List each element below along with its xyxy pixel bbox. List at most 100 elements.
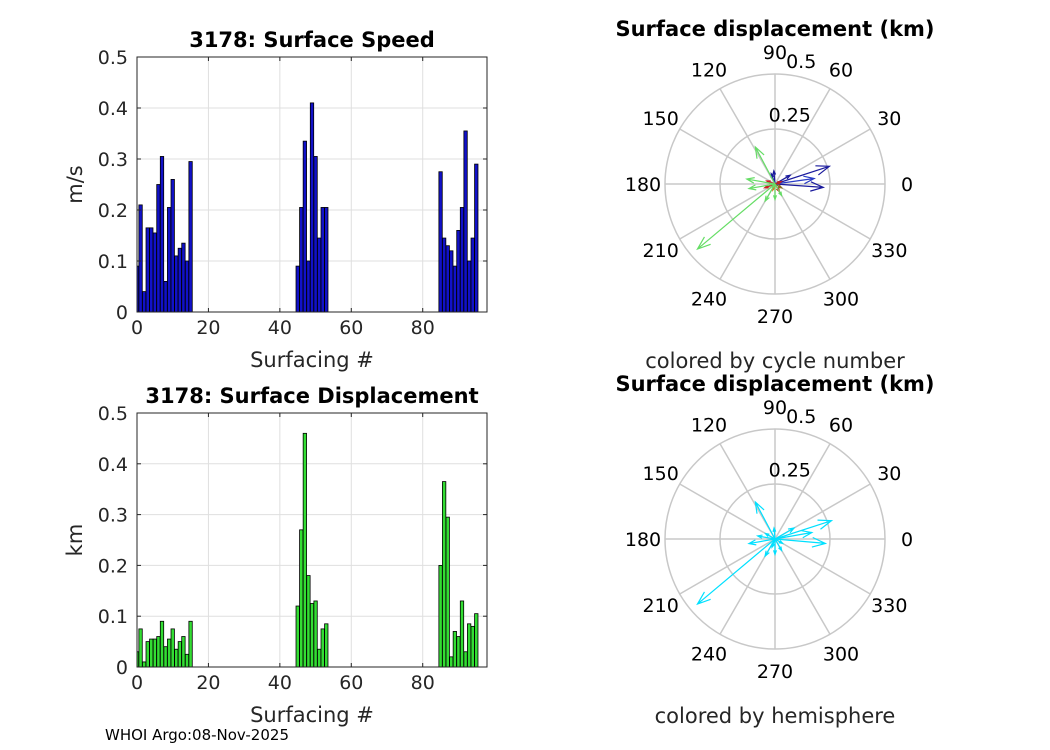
displacement-vector	[774, 519, 834, 540]
bar	[299, 207, 304, 313]
y-tick-label: 0	[116, 302, 128, 324]
displacement-vector	[774, 538, 783, 552]
bar	[456, 229, 461, 313]
bar	[156, 636, 161, 668]
footer-label: WHOI Argo:08-Nov-2025	[105, 726, 289, 744]
displacement-vector	[774, 536, 828, 548]
displacement-vector	[774, 181, 826, 192]
theta-tick-label: 150	[643, 108, 679, 130]
theta-tick-label: 120	[691, 60, 727, 82]
bar	[167, 638, 172, 668]
bar	[181, 242, 186, 313]
y-tick-label: 0.4	[98, 98, 128, 120]
bar	[445, 245, 450, 313]
y-axis-label: km	[63, 524, 87, 557]
theta-tick-label: 270	[757, 306, 793, 328]
displacement-vector	[774, 530, 814, 540]
bar	[152, 638, 157, 668]
bar	[138, 204, 143, 313]
bar	[467, 623, 472, 668]
displacement-bar-chart: 0 20 40 60 80 0 0.1 0.2 0.3 0.4 0.5 3178: Surface D…	[63, 384, 488, 727]
r-tick-label: 0.5	[786, 406, 816, 428]
polar-spoke	[774, 88, 831, 185]
bar	[174, 255, 179, 313]
displacement-vector	[754, 500, 776, 540]
y-tick-label: 0.5	[98, 47, 128, 69]
polar-spoke	[774, 183, 831, 280]
theta-tick-label: 300	[823, 288, 859, 310]
chart-title: Surface displacement (km)	[615, 17, 934, 41]
bar	[324, 207, 329, 313]
bar	[149, 638, 154, 668]
bar	[188, 620, 193, 668]
theta-tick-label: 210	[643, 595, 679, 617]
bar	[163, 646, 168, 668]
theta-tick-label: 0	[901, 174, 913, 196]
displacement-vector	[772, 539, 778, 557]
displacement-vector	[774, 527, 796, 540]
bar	[295, 605, 300, 668]
theta-tick-label: 240	[691, 643, 727, 665]
y-tick-label: 0.2	[98, 555, 128, 577]
x-axis-label: Surfacing #	[250, 703, 374, 727]
displacement-vector	[774, 538, 785, 545]
bar	[317, 237, 322, 313]
bar	[156, 184, 161, 313]
theta-tick-label: 330	[871, 240, 907, 262]
theta-tick-label: 270	[757, 661, 793, 683]
bar	[438, 565, 443, 668]
bar	[474, 613, 479, 668]
bar	[184, 260, 190, 313]
polar-spoke	[679, 183, 776, 240]
x-tick-label: 40	[268, 672, 292, 694]
theta-tick-label: 180	[625, 174, 661, 196]
y-tick-label: 0.1	[98, 251, 128, 273]
polar-spoke	[719, 88, 776, 185]
y-tick-label: 0.3	[98, 505, 128, 527]
bar	[459, 207, 465, 313]
x-tick-label: 60	[339, 317, 363, 339]
bar	[442, 481, 447, 668]
bar	[442, 237, 447, 313]
theta-tick-label: 180	[625, 529, 661, 551]
theta-tick-label: 60	[829, 60, 853, 82]
x-tick-label: 0	[131, 672, 143, 694]
displacement-vector	[747, 183, 776, 191]
theta-tick-label: 60	[829, 415, 853, 437]
theta-tick-label: 30	[877, 108, 901, 130]
bar	[452, 265, 457, 313]
polar-spoke	[679, 128, 776, 185]
bar	[474, 163, 479, 313]
bar	[456, 636, 461, 668]
polar-spoke	[774, 538, 831, 635]
theta-tick-label: 150	[643, 463, 679, 485]
bar	[467, 260, 472, 313]
bar	[152, 232, 157, 313]
bar	[177, 641, 182, 668]
bar	[470, 237, 475, 313]
bar	[320, 628, 325, 668]
displacement-vector	[745, 177, 776, 185]
x-tick-label: 20	[196, 317, 220, 339]
r-tick-label: 0.25	[769, 460, 811, 482]
bar	[449, 250, 454, 313]
y-tick-label: 0.2	[98, 200, 128, 222]
chart-caption: colored by hemisphere	[655, 704, 896, 728]
axes-box	[136, 56, 488, 313]
bar	[188, 161, 193, 313]
bar	[306, 260, 311, 313]
displacement-vector	[696, 183, 776, 251]
theta-tick-label: 120	[691, 415, 727, 437]
displacement-vector	[774, 183, 783, 197]
y-tick-label: 0.5	[98, 403, 128, 425]
x-tick-label: 80	[411, 672, 435, 694]
x-tick-label: 0	[131, 317, 143, 339]
y-axis-label: m/s	[63, 165, 87, 203]
bar	[449, 656, 454, 668]
chart-title: 3178: Surface Displacement	[145, 384, 478, 408]
bar	[159, 156, 165, 313]
bar	[170, 628, 175, 668]
bar	[142, 661, 147, 668]
bar	[463, 651, 468, 668]
